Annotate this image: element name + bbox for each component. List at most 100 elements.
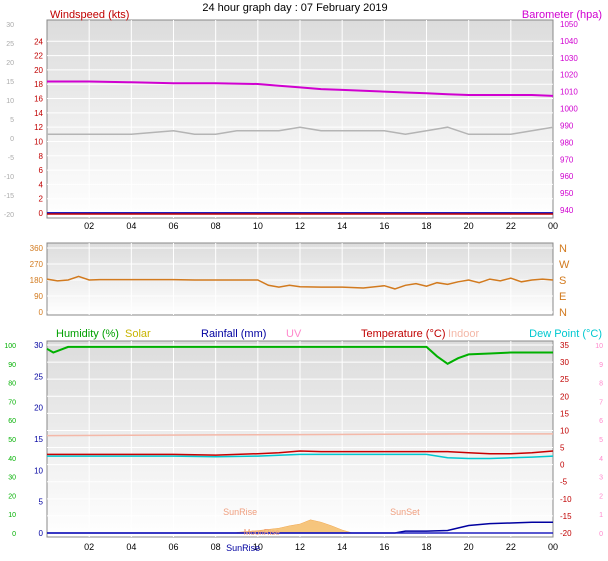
sunrise-axis-annotation: SunRise	[226, 543, 260, 553]
uv-tick-label: 9	[599, 362, 603, 369]
wind-tick-label: 0	[39, 209, 44, 218]
baro-tick-label: 940	[560, 206, 574, 215]
dir-tick-label: 0	[39, 308, 44, 317]
baro-tick-label: 970	[560, 155, 574, 164]
humidity-tick-label: 50	[8, 437, 16, 444]
temp-tick-label: -20	[560, 529, 572, 538]
x-tick-label: 06	[168, 542, 178, 552]
humidity-tick-label: 40	[8, 456, 16, 463]
x-tick-label: 10	[253, 221, 263, 231]
compass-label: W	[559, 259, 570, 271]
rain-tick-label: 0	[39, 529, 44, 538]
wind-tick-label: 4	[39, 180, 44, 189]
temperature-label: Temperature (°C)	[361, 328, 445, 340]
rainfall-label: Rainfall (mm)	[201, 328, 266, 340]
humidity-tick-label: 10	[8, 512, 16, 519]
humidity-tick-label: 20	[8, 493, 16, 500]
x-tick-label: 00	[548, 542, 558, 552]
outer-tick-label: -20	[4, 212, 14, 219]
x-tick-label: 06	[168, 221, 178, 231]
compass-label: N	[559, 243, 567, 255]
baro-tick-label: 1020	[560, 71, 578, 80]
compass-label: S	[559, 275, 566, 287]
uv-tick-label: 0	[599, 531, 603, 538]
wind-tick-label: 12	[34, 123, 43, 132]
wind-tick-label: 24	[34, 37, 43, 46]
dir-tick-label: 360	[30, 244, 44, 253]
x-tick-label: 00	[548, 221, 558, 231]
temp-tick-label: 30	[560, 358, 569, 367]
sunset-annotation: SunSet	[390, 507, 420, 517]
dir-tick-label: 270	[30, 260, 44, 269]
sunrise-annotation: SunRise	[223, 507, 257, 517]
solar-label: Solar	[125, 328, 151, 340]
rain-tick-label: 30	[34, 341, 43, 350]
uv-label: UV	[286, 328, 302, 340]
compass-label: N	[559, 307, 567, 319]
uv-tick-label: 2	[599, 493, 603, 500]
wind-tick-label: 14	[34, 109, 43, 118]
temp-tick-label: -15	[560, 512, 572, 521]
wind-tick-label: 22	[34, 52, 43, 61]
indoor-line	[46, 433, 553, 437]
x-tick-label: 04	[126, 221, 136, 231]
outer-tick-label: 30	[6, 22, 14, 29]
humidity-tick-label: 30	[8, 475, 16, 482]
wind-tick-label: 8	[39, 152, 44, 161]
baro-tick-label: 1010	[560, 88, 578, 97]
x-tick-label: 12	[295, 542, 305, 552]
rain-tick-label: 25	[34, 372, 43, 381]
baro-tick-label: 1000	[560, 105, 578, 114]
outer-tick-label: 25	[6, 41, 14, 48]
outer-tick-label: 20	[6, 60, 14, 67]
rain-tick-label: 5	[39, 498, 44, 507]
rain-tick-label: 20	[34, 404, 43, 413]
humidity-tick-label: 60	[8, 418, 16, 425]
rain-tick-label: 10	[34, 466, 43, 475]
wind-tick-label: 16	[34, 95, 43, 104]
wind-tick-label: 10	[34, 137, 43, 146]
temp-tick-label: -10	[560, 495, 572, 504]
temp-tick-label: 10	[560, 426, 569, 435]
uv-tick-label: 3	[599, 475, 603, 482]
dewpoint-line	[47, 453, 554, 460]
rainfall-line	[47, 521, 553, 534]
baro-tick-label: 990	[560, 121, 574, 130]
temp-tick-label: 35	[560, 341, 569, 350]
uv-tick-label: 8	[599, 381, 603, 388]
uv-tick-label: 1	[599, 512, 603, 519]
temp-tick-label: 20	[560, 392, 569, 401]
x-tick-label: 18	[421, 542, 431, 552]
x-tick-label: 20	[464, 221, 474, 231]
outer-tick-label: -5	[8, 155, 14, 162]
dir-tick-label: 180	[30, 276, 44, 285]
wind-tick-label: 20	[34, 66, 43, 75]
wind-tick-label: 2	[39, 195, 44, 204]
rain-tick-label: 15	[34, 435, 43, 444]
outer-tick-label: -15	[4, 193, 14, 200]
humidity-tick-label: 80	[8, 381, 16, 388]
uv-tick-label: 7	[599, 399, 603, 406]
baro-tick-label: 1030	[560, 54, 578, 63]
temp-tick-label: -5	[560, 478, 568, 487]
gust-line	[47, 126, 554, 136]
baro-tick-label: 1050	[560, 20, 578, 29]
x-tick-label: 14	[337, 542, 347, 552]
temp-tick-label: 5	[560, 444, 565, 453]
solar-area	[236, 519, 353, 534]
baro-tick-label: 960	[560, 172, 574, 181]
uv-tick-label: 5	[599, 437, 603, 444]
wind-tick-label: 18	[34, 80, 43, 89]
humidity-tick-label: 90	[8, 362, 16, 369]
direction-line	[46, 275, 554, 290]
wind-tick-label: 6	[39, 166, 44, 175]
uv-tick-label: 6	[599, 418, 603, 425]
x-tick-label: 18	[421, 221, 431, 231]
x-tick-label: 02	[84, 221, 94, 231]
humidity-tick-label: 0	[12, 531, 16, 538]
moonrise-annotation: MoonRise	[244, 528, 281, 537]
dewpoint-label: Dew Point (°C)	[529, 328, 602, 340]
humidity-line	[46, 345, 553, 365]
outer-tick-label: 0	[10, 136, 14, 143]
